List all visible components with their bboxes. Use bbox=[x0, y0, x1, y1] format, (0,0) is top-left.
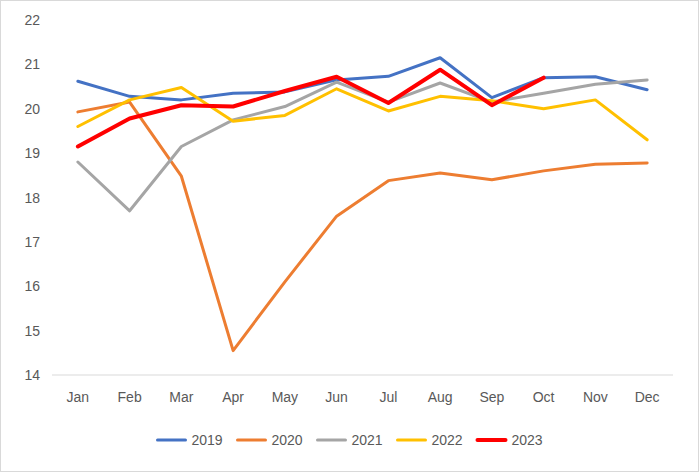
chart: 141516171819202122JanFebMarAprMayJunJulA… bbox=[0, 0, 699, 472]
legend-label: 2019 bbox=[192, 432, 223, 448]
series-line bbox=[78, 70, 544, 147]
series-line bbox=[78, 87, 647, 139]
x-tick-label: Oct bbox=[533, 389, 555, 405]
x-tick-label: Feb bbox=[118, 389, 142, 405]
y-tick-label: 20 bbox=[24, 101, 40, 117]
x-tick-label: Apr bbox=[222, 389, 244, 405]
x-tick-label: Dec bbox=[635, 389, 660, 405]
legend-swatch bbox=[398, 439, 426, 442]
x-tick-label: Jun bbox=[325, 389, 348, 405]
y-tick-label: 18 bbox=[24, 190, 40, 206]
y-tick-label: 15 bbox=[24, 323, 40, 339]
x-tick-label: Nov bbox=[583, 389, 608, 405]
y-tick-label: 16 bbox=[24, 278, 40, 294]
legend-swatch bbox=[158, 439, 186, 442]
x-tick-label: May bbox=[272, 389, 298, 405]
y-tick-label: 21 bbox=[24, 56, 40, 72]
legend-swatch bbox=[478, 438, 506, 442]
series-group bbox=[78, 58, 647, 351]
series-line bbox=[78, 80, 647, 211]
x-axis-line bbox=[52, 375, 673, 376]
y-tick-label: 17 bbox=[24, 234, 40, 250]
legend-swatch bbox=[238, 439, 266, 442]
series-line bbox=[78, 102, 647, 351]
x-tick-label: Jan bbox=[67, 389, 90, 405]
x-tick-label: Sep bbox=[479, 389, 504, 405]
x-tick-label: Jul bbox=[379, 389, 397, 405]
y-tick-label: 14 bbox=[24, 367, 40, 383]
legend-swatch bbox=[318, 439, 346, 442]
legend-label: 2020 bbox=[272, 432, 303, 448]
x-tick-label: Aug bbox=[428, 389, 453, 405]
legend-label: 2021 bbox=[352, 432, 383, 448]
legend-label: 2023 bbox=[512, 432, 543, 448]
legend-label: 2022 bbox=[432, 432, 463, 448]
chart-frame bbox=[1, 1, 699, 472]
x-tick-label: Mar bbox=[169, 389, 193, 405]
y-tick-label: 19 bbox=[24, 145, 40, 161]
y-tick-label: 22 bbox=[24, 12, 40, 28]
